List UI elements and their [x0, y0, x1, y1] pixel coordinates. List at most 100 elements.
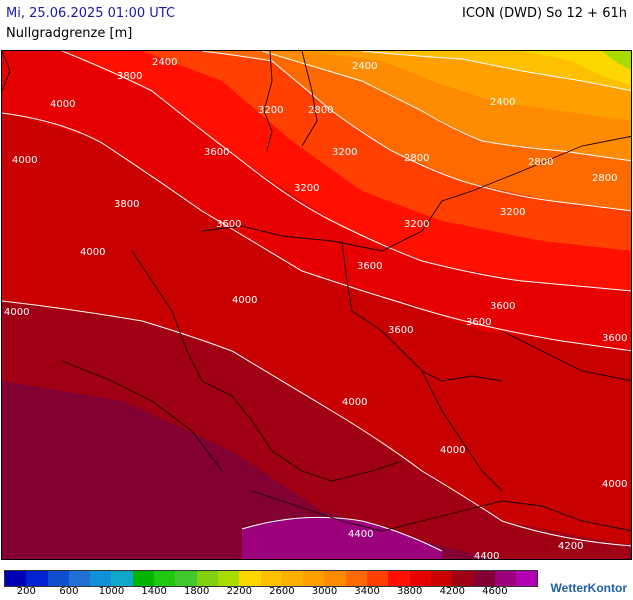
contour-label: 3200	[294, 183, 319, 194]
border-de-west	[131, 250, 403, 482]
model-run-label: ICON (DWD) So 12 + 61h	[462, 6, 627, 21]
contour-label: 3800	[117, 71, 142, 82]
contour-label: 2800	[404, 153, 429, 164]
contour-label: 2800	[308, 105, 333, 116]
legend-swatch	[516, 571, 538, 586]
contour-label: 4000	[342, 397, 367, 408]
legend-swatch	[132, 571, 155, 586]
isoline-3800	[2, 112, 631, 352]
legend-swatch	[90, 571, 112, 586]
contour-label: 2400	[352, 61, 377, 72]
contour-label: 2800	[528, 157, 553, 168]
legend-tick-label: 4200	[439, 586, 466, 597]
legend-tick-label: 1800	[183, 586, 210, 597]
coast-denmark-east	[301, 51, 318, 147]
legend-swatch	[196, 571, 218, 586]
legend-tick-label: 3000	[311, 586, 338, 597]
legend-tick-label: 4600	[482, 586, 508, 597]
legend-tick-label: 200	[16, 586, 36, 597]
border-alps	[251, 490, 631, 532]
legend-swatch	[303, 571, 325, 586]
parameter-label: Nullgradgrenze [m]	[6, 26, 133, 41]
contour-label: 3600	[602, 333, 627, 344]
legend-swatch	[260, 571, 282, 586]
isoline-2800	[261, 51, 631, 162]
legend-swatch	[409, 571, 431, 586]
legend-swatch	[26, 571, 48, 586]
legend-swatch	[281, 571, 304, 586]
legend-swatch	[367, 571, 389, 586]
contour-label: 3800	[114, 199, 139, 210]
coast-baltic	[201, 135, 631, 252]
contour-label: 4000	[80, 247, 105, 258]
legend-swatch	[430, 571, 453, 586]
contour-label: 4000	[12, 155, 37, 166]
legend-swatch	[47, 571, 69, 586]
border-de-east	[341, 240, 503, 382]
border-france	[61, 360, 223, 472]
contour-label: 2400	[490, 97, 515, 108]
zone-2000	[602, 51, 631, 70]
contour-label: 4000	[50, 99, 75, 110]
contour-label: 4000	[4, 307, 29, 318]
zone-4400	[2, 381, 494, 559]
legend-swatch	[324, 571, 346, 586]
legend-swatch	[494, 571, 517, 586]
isoline-3600	[61, 51, 631, 292]
isoline-4400	[241, 516, 443, 552]
legend-swatch	[154, 571, 176, 586]
map-canvas: 2400 3800 4000 2400 3200 2800 2400 4000 …	[2, 51, 631, 560]
isoline-4000	[2, 300, 631, 547]
contour-label: 3600	[490, 301, 515, 312]
legend-swatch	[473, 571, 495, 586]
legend-tick-label: 1000	[98, 586, 125, 597]
legend-tick-label: 2600	[269, 586, 295, 597]
contour-label: 4000	[440, 445, 465, 456]
color-scale-ticks: 200 600 1000 1400 1800 2200 2600 3000 3400 3800 42…	[0, 586, 520, 598]
zone-2200	[522, 51, 631, 86]
contour-label: 3200	[404, 219, 429, 230]
legend-swatch	[68, 571, 91, 586]
legend-tick-label: 2200	[226, 586, 253, 597]
legend-tick-label: 600	[59, 586, 79, 597]
isolines	[2, 51, 631, 552]
legend-swatch	[217, 571, 240, 586]
contour-label: 3200	[258, 105, 283, 116]
isoline-3200	[201, 51, 631, 212]
contour-label: 3600	[466, 317, 491, 328]
contour-label: 4400	[348, 529, 373, 540]
contour-label: 4400	[474, 551, 499, 560]
contour-label: 3200	[500, 207, 525, 218]
freezing-level-map: 2400 3800 4000 2400 3200 2800 2400 4000 …	[1, 50, 632, 560]
contour-label: 3600	[204, 147, 229, 158]
legend-swatch	[111, 571, 133, 586]
legend-tick-label: 1400	[141, 586, 167, 597]
coast-denmark	[263, 51, 273, 152]
border-poland	[501, 330, 631, 382]
legend-tick-label: 3400	[354, 586, 380, 597]
contour-label: 4200	[558, 541, 583, 552]
country-borders	[2, 51, 631, 532]
wetterkontor-logo: WetterKontor	[550, 581, 627, 595]
contour-labels: 2400 3800 4000 2400 3200 2800 2400 4000 …	[4, 57, 627, 560]
contour-label: 2800	[592, 173, 617, 184]
legend-swatch	[5, 571, 27, 586]
coast-west	[2, 51, 11, 92]
contour-label: 2400	[152, 57, 177, 68]
zone-2400	[362, 51, 631, 91]
legend-swatch	[452, 571, 474, 586]
contour-label: 3600	[216, 219, 241, 230]
contour-label: 4000	[602, 479, 627, 490]
legend-swatch	[388, 571, 410, 586]
zone-4600	[242, 517, 442, 559]
color-scale-legend	[4, 570, 539, 587]
legend-swatch	[345, 571, 368, 586]
contour-label: 3600	[388, 325, 413, 336]
contour-label: 4000	[232, 295, 257, 306]
contour-label: 3600	[357, 261, 382, 272]
border-czech	[421, 370, 503, 492]
isoline-2400	[361, 51, 631, 92]
legend-swatch	[175, 571, 197, 586]
legend-tick-label: 3800	[396, 586, 423, 597]
legend-swatch	[239, 571, 261, 586]
